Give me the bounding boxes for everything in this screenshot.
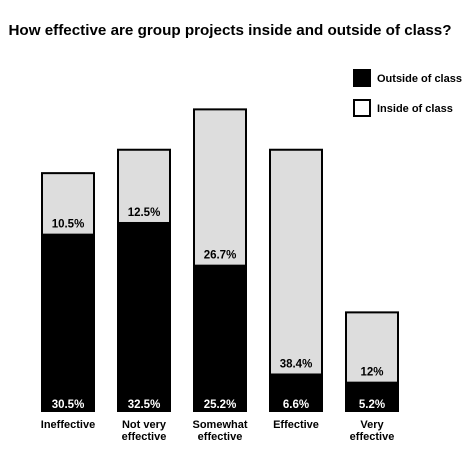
data-label-inside-2: 12.5% bbox=[128, 207, 161, 219]
bar-outside-5 bbox=[345, 381, 399, 412]
category-label-line: Not very bbox=[122, 419, 167, 431]
category-label-1: Ineffective bbox=[41, 419, 95, 431]
bar-outside-4 bbox=[269, 373, 323, 412]
bar-inside-1 bbox=[41, 172, 95, 234]
bar-outside-3 bbox=[193, 264, 247, 412]
legend-label-inside: Inside of class bbox=[377, 103, 453, 115]
category-label-2: Not very effective bbox=[122, 419, 167, 443]
data-label-outside-3: 25.2% bbox=[204, 399, 237, 411]
bars-layer bbox=[41, 108, 399, 413]
legend-label-outside: Outside of class bbox=[377, 73, 462, 85]
bar-outside-2 bbox=[117, 221, 171, 412]
data-label-inside-5: 12% bbox=[360, 367, 383, 379]
bar-outside-1 bbox=[41, 233, 95, 412]
category-label-line: Effective bbox=[273, 419, 319, 431]
legend-swatch-outside bbox=[353, 69, 371, 87]
data-label-outside-5: 5.2% bbox=[359, 399, 385, 411]
bar-inside-5 bbox=[345, 311, 399, 382]
data-label-inside-3: 26.7% bbox=[204, 250, 237, 262]
bar-outline-4 bbox=[269, 148, 323, 412]
category-label-line: Somewhat bbox=[192, 419, 247, 431]
data-label-outside-1: 30.5% bbox=[52, 399, 85, 411]
bar-outline-3 bbox=[193, 108, 247, 412]
data-label-inside-4: 38.4% bbox=[280, 358, 313, 370]
bar-outline-1 bbox=[41, 172, 95, 412]
data-label-outside-4: 6.6% bbox=[283, 399, 309, 411]
category-label-line: effective bbox=[122, 431, 167, 443]
legend-swatch-inside bbox=[353, 99, 371, 117]
data-label-outside-2: 32.5% bbox=[128, 399, 161, 411]
category-label-4: Effective bbox=[273, 419, 319, 431]
bar-inside-4 bbox=[269, 148, 323, 374]
bar-outline-5 bbox=[345, 311, 399, 413]
category-label-line: effective bbox=[198, 431, 243, 443]
category-label-3: Somewhat effective bbox=[192, 419, 247, 443]
category-label-5: Very effective bbox=[350, 419, 395, 443]
bar-inside-2 bbox=[117, 148, 171, 222]
bar-outline-2 bbox=[117, 148, 171, 412]
category-label-line: Ineffective bbox=[41, 419, 95, 431]
category-label-line: effective bbox=[350, 431, 395, 443]
data-label-inside-1: 10.5% bbox=[52, 219, 85, 231]
legend: Outside of class Inside of class bbox=[353, 69, 462, 117]
category-label-line: Very bbox=[360, 419, 384, 431]
bar-inside-3 bbox=[193, 108, 247, 265]
chart-title: How effective are group projects inside … bbox=[8, 22, 451, 39]
